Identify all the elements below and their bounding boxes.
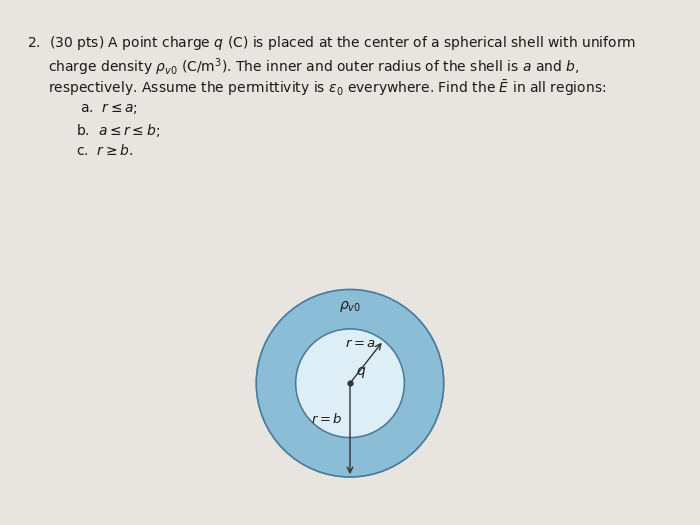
Text: charge density $\rho_{v0}$ (C/m$^3$). The inner and outer radius of the shell is: charge density $\rho_{v0}$ (C/m$^3$). Th…: [48, 56, 579, 78]
Text: $r = a$: $r = a$: [345, 337, 377, 350]
Text: $r = b$: $r = b$: [311, 412, 342, 426]
Text: b.  $a \leq r \leq b$;: b. $a \leq r \leq b$;: [76, 122, 160, 139]
Text: c.  $r \geq b$.: c. $r \geq b$.: [76, 143, 133, 158]
Text: $\rho_{v0}$: $\rho_{v0}$: [339, 299, 361, 314]
Text: 2.  (30 pts) A point charge $q$ (C) is placed at the center of a spherical shell: 2. (30 pts) A point charge $q$ (C) is pl…: [27, 34, 636, 52]
Circle shape: [256, 289, 444, 477]
Text: $q$: $q$: [356, 365, 366, 381]
Text: respectively. Assume the permittivity is $\varepsilon_0$ everywhere. Find the $\: respectively. Assume the permittivity is…: [48, 78, 606, 98]
Text: a.  $r \leq a$;: a. $r \leq a$;: [80, 101, 139, 116]
Circle shape: [295, 329, 405, 438]
